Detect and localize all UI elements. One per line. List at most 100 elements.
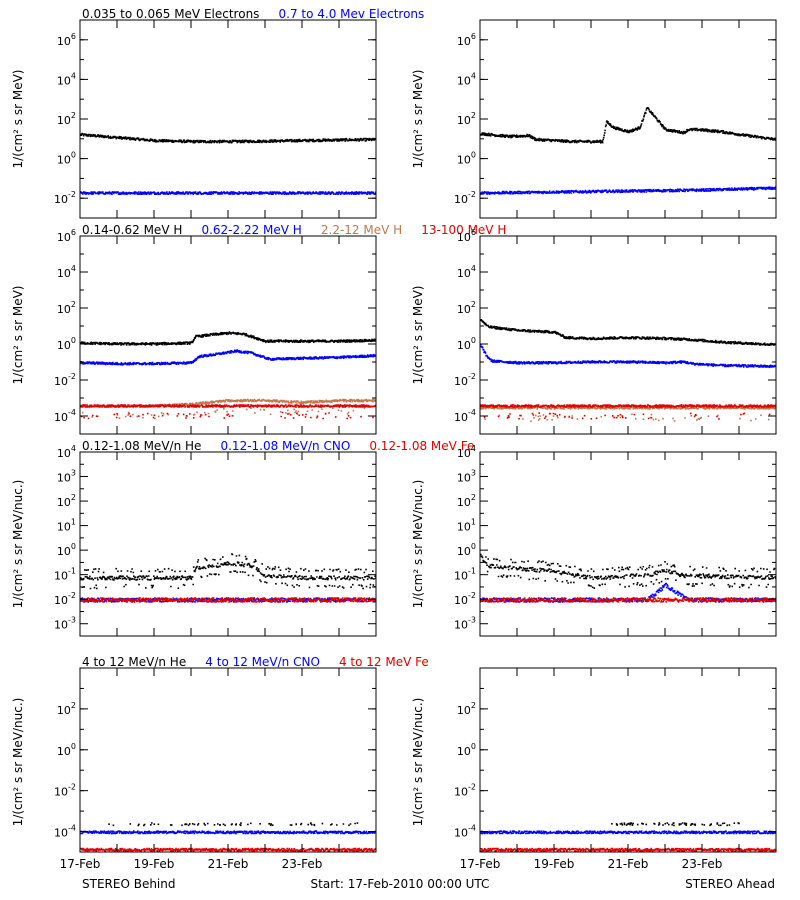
row2-left-ylabel: 1/(cm² s sr MeV) [11, 286, 25, 385]
y-tick-label: 101 [457, 518, 476, 534]
panel-series [80, 331, 376, 420]
y-tick-label: 106 [457, 32, 476, 48]
y-tick-label: 104 [57, 264, 76, 280]
y-tick-label: 102 [57, 701, 76, 717]
panel-series [480, 107, 776, 195]
panel-series [480, 319, 776, 423]
y-tick-label: 104 [457, 444, 476, 460]
series-label: 0.12-1.08 MeV/n He [82, 439, 201, 453]
y-tick-label: 104 [457, 264, 476, 280]
y-tick-label: 106 [57, 32, 76, 48]
row1-header: 0.035 to 0.065 MeV Electrons 0.7 to 4.0 … [82, 7, 424, 21]
y-tick-label: 100 [457, 542, 476, 558]
panel-series [480, 553, 776, 603]
panel-row4-behind: 17-Feb 19-Feb 21-Feb 23-Feb 102 100 10-2 10-4 [54, 667, 377, 871]
x-tick-label: 19-Feb [134, 857, 175, 871]
y-tick-label: 100 [457, 336, 476, 352]
series-points [480, 582, 776, 603]
series-points [80, 830, 376, 835]
row4-right-ylabel: 1/(cm² s sr MeV/nuc.) [411, 698, 425, 827]
series-points [480, 830, 776, 835]
y-tick-label: 10-4 [54, 408, 76, 424]
y-tick-label: 102 [457, 300, 476, 316]
y-tick-label: 103 [57, 469, 76, 485]
series-label: 0.12-1.08 MeV Fe [350, 439, 474, 453]
y-tick-label: 104 [57, 71, 76, 87]
series-points [480, 343, 776, 369]
y-tick-label: 106 [457, 228, 476, 244]
row3-right-ylabel: 1/(cm² s sr MeV/nuc.) [411, 480, 425, 609]
series-label: 13-100 MeV H [402, 223, 506, 237]
y-tick-label: 104 [57, 444, 76, 460]
x-tick-label: 21-Feb [208, 857, 249, 871]
y-tick-label: 102 [57, 300, 76, 316]
series-label: 0.12-1.08 MeV/n CNO [201, 439, 350, 453]
series-label: 0.62-2.22 MeV H [182, 223, 301, 237]
x-tick-label: 17-Feb [60, 857, 101, 871]
y-tick-label: 10-2 [54, 372, 76, 388]
y-tick-label: 10-3 [54, 616, 76, 632]
series-label: 4 to 12 MeV/n He [82, 655, 186, 669]
panel-row3-ahead: 104 103 102 101 100 10-1 10-2 10-3 [454, 444, 777, 637]
panel-row2-ahead: 106 104 102 100 10-2 10-4 [454, 228, 777, 435]
plot-panels: 10610410210010-210610410210010-210610410… [54, 19, 777, 871]
panel-series [80, 132, 376, 195]
y-tick-label: 10-4 [454, 408, 476, 424]
series-points [80, 191, 376, 195]
row3-left-ylabel: 1/(cm² s sr MeV/nuc.) [11, 480, 25, 609]
y-tick-label: 103 [457, 469, 476, 485]
panel-row1-behind: 106 104 102 100 10-2 [54, 19, 377, 219]
series-label: 2.2-12 MeV H [302, 223, 402, 237]
series-points [80, 404, 376, 420]
series-points [480, 597, 776, 603]
series-label: 4 to 12 MeV Fe [320, 655, 429, 669]
series-points [611, 822, 740, 827]
y-tick-label: 10-1 [54, 567, 76, 583]
x-tick-label: 17-Feb [460, 857, 501, 871]
series-points [80, 597, 376, 603]
series-points [80, 331, 376, 346]
y-tick-label: 10-2 [454, 372, 476, 388]
series-points [480, 186, 776, 195]
row2-right-ylabel: 1/(cm² s sr MeV) [411, 286, 425, 385]
x-tick-label: 19-Feb [534, 857, 575, 871]
y-tick-label: 10-1 [454, 567, 476, 583]
footer-start-time: Start: 17-Feb-2010 00:00 UTC [311, 877, 490, 891]
y-tick-label: 10-2 [54, 190, 76, 206]
series-points [480, 319, 776, 346]
y-tick-label: 10-2 [454, 783, 476, 799]
row3-header: 0.12-1.08 MeV/n He 0.12-1.08 MeV/n CNO 0… [82, 439, 474, 453]
series-points [80, 349, 376, 366]
row4-left-ylabel: 1/(cm² s sr MeV/nuc.) [11, 698, 25, 827]
y-tick-label: 10-3 [454, 616, 476, 632]
panel-row3-behind: 104 103 102 101 100 10-1 10-2 10-3 [54, 444, 377, 637]
series-points [80, 132, 376, 144]
series-points [108, 822, 359, 827]
row2-header: 0.14-0.62 MeV H 0.62-2.22 MeV H 2.2-12 M… [82, 223, 506, 237]
y-tick-label: 10-2 [54, 591, 76, 607]
y-tick-label: 10-2 [54, 783, 76, 799]
series-label: 4 to 12 MeV/n CNO [186, 655, 320, 669]
panel-row4-ahead: 17-Feb 19-Feb 21-Feb 23-Feb 102 100 10-2 10-4 [454, 667, 777, 871]
y-tick-label: 100 [57, 336, 76, 352]
x-tick-label: 23-Feb [282, 857, 323, 871]
x-tick-label: 23-Feb [682, 857, 723, 871]
footer-behind-label: STEREO Behind [82, 877, 176, 891]
panel-row2-behind: 106 104 102 100 10-2 10-4 [54, 228, 377, 435]
y-tick-label: 100 [457, 742, 476, 758]
row4-header: 4 to 12 MeV/n He 4 to 12 MeV/n CNO 4 to … [82, 655, 429, 669]
y-tick-label: 102 [57, 493, 76, 509]
y-tick-label: 100 [57, 742, 76, 758]
row1-right-ylabel: 1/(cm² s sr MeV) [411, 70, 425, 169]
series-label: 0.7 to 4.0 Mev Electrons [259, 7, 424, 21]
footer-ahead-label: STEREO Ahead [685, 877, 775, 891]
x-tick-label: 21-Feb [608, 857, 649, 871]
series-label: 0.14-0.62 MeV H [82, 223, 182, 237]
y-tick-label: 102 [457, 111, 476, 127]
y-tick-label: 10-2 [454, 190, 476, 206]
y-tick-label: 104 [457, 71, 476, 87]
y-tick-label: 10-4 [454, 824, 476, 840]
series-points [80, 398, 376, 420]
